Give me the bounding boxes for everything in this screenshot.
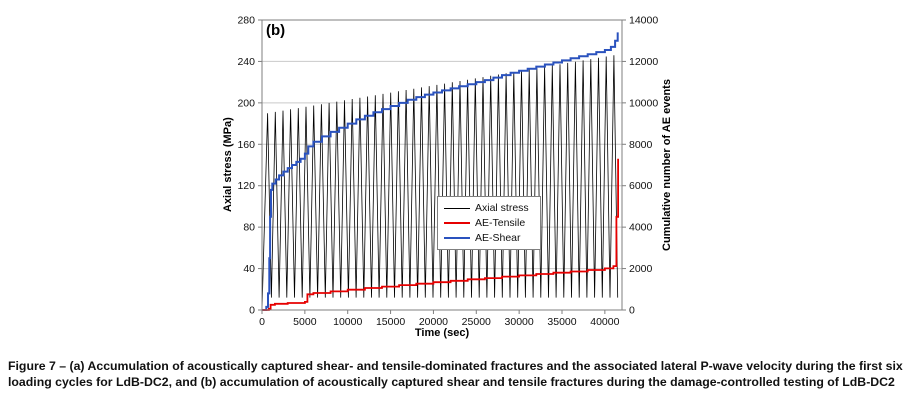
svg-text:2000: 2000 — [629, 263, 653, 275]
svg-text:0: 0 — [249, 305, 255, 317]
svg-text:10000: 10000 — [333, 316, 362, 328]
legend-item-ae-shear: AE-Shear — [444, 232, 534, 244]
svg-text:15000: 15000 — [376, 316, 405, 328]
svg-text:40000: 40000 — [590, 316, 619, 328]
caption-line-2: loading cycles for LdB-DC2, and (b) accu… — [8, 375, 895, 389]
legend: Axial stress AE-Tensile AE-Shear — [437, 196, 541, 250]
svg-text:8000: 8000 — [629, 139, 653, 151]
svg-text:120: 120 — [237, 180, 255, 192]
legend-label-ae-shear: AE-Shear — [475, 232, 521, 244]
caption-line-1: Figure 7 – (a) Accumulation of acoustica… — [8, 359, 903, 373]
svg-text:35000: 35000 — [547, 316, 576, 328]
panel-label: (b) — [266, 22, 286, 39]
svg-text:240: 240 — [237, 56, 255, 68]
series-ae-shear — [262, 32, 619, 311]
x-axis-title: Time (sec) — [414, 327, 470, 339]
right-axis-title: Cumulative number of AE events — [661, 79, 673, 251]
legend-label-axial-stress: Axial stress — [475, 202, 529, 214]
svg-text:80: 80 — [243, 222, 255, 234]
svg-text:0: 0 — [629, 305, 635, 317]
svg-text:0: 0 — [259, 316, 265, 328]
svg-text:6000: 6000 — [629, 180, 653, 192]
legend-item-axial-stress: Axial stress — [444, 202, 534, 214]
axial-stress-line-sample — [444, 207, 470, 209]
svg-text:10000: 10000 — [629, 97, 658, 109]
svg-text:200: 200 — [237, 97, 255, 109]
left-axis-title: Axial stress (MPa) — [222, 117, 234, 213]
chart-panel-b: 0 40 80 120 160 200 240 280 0 2000 4000 6000 8000 100… — [220, 6, 676, 350]
svg-text:20000: 20000 — [419, 316, 448, 328]
axis-tick-labels: 0 40 80 120 160 200 240 280 0 2000 4000 6000 8000 100… — [237, 15, 658, 329]
axis-ticks — [258, 19, 626, 314]
svg-text:12000: 12000 — [629, 56, 658, 68]
plot-border — [261, 19, 623, 311]
svg-text:30000: 30000 — [505, 316, 534, 328]
ae-tensile-line-sample — [444, 222, 470, 224]
svg-text:14000: 14000 — [629, 15, 658, 27]
svg-text:160: 160 — [237, 139, 255, 151]
svg-text:25000: 25000 — [462, 316, 491, 328]
svg-text:5000: 5000 — [293, 316, 317, 328]
ae-shear-line-sample — [444, 237, 470, 239]
svg-text:40: 40 — [243, 263, 255, 275]
svg-text:280: 280 — [237, 15, 255, 27]
series-axial-stress — [261, 55, 619, 311]
chart-canvas: 0 40 80 120 160 200 240 280 0 2000 4000 6000 8000 100… — [237, 15, 658, 329]
legend-item-ae-tensile: AE-Tensile — [444, 217, 534, 229]
series-ae-tensile — [262, 158, 620, 311]
legend-label-ae-tensile: AE-Tensile — [475, 217, 526, 229]
svg-text:4000: 4000 — [629, 222, 653, 234]
figure-caption: Figure 7 – (a) Accumulation of acoustica… — [8, 358, 908, 390]
